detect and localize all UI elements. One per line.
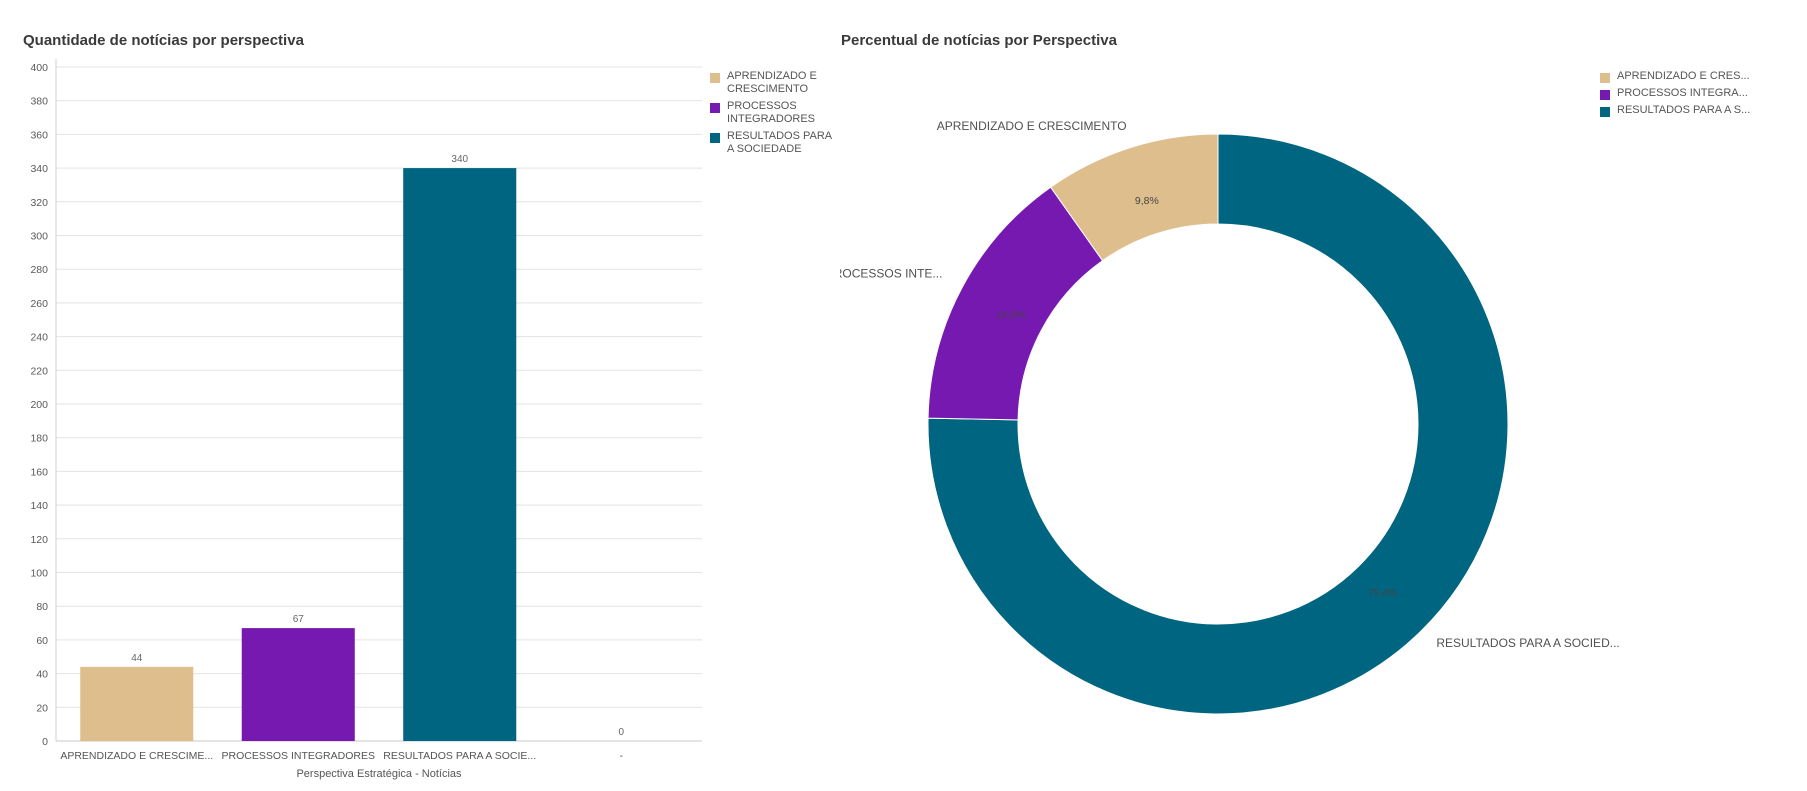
x-tick-label: RESULTADOS PARA A SOCIE... [383,750,536,762]
y-tick-label: 80 [36,601,48,613]
legend-item-processos[interactable]: PROCESSOS INTEGRA... [1600,87,1805,100]
y-tick-label: 280 [30,264,48,276]
y-tick-label: 320 [30,197,48,209]
x-tick-label: APRENDIZADO E CRESCIME... [60,750,213,762]
y-tick-label: 260 [30,298,48,310]
legend-item-processos[interactable]: PROCESSOS INTEGRADORES [710,100,835,126]
y-tick-label: 200 [30,399,48,411]
y-tick-label: 140 [30,500,48,512]
bar-chart-legend: APRENDIZADO E CRESCIMENTO PROCESSOS INTE… [710,70,835,160]
x-tick-label: - [620,750,624,762]
y-tick-label: 100 [30,568,48,580]
y-tick-label: 300 [30,231,48,243]
donut-chart-legend: APRENDIZADO E CRES... PROCESSOS INTEGRA.… [1600,70,1805,121]
x-axis-title: Perspectiva Estratégica - Notícias [296,768,462,780]
legend-label: APRENDIZADO E CRES... [1617,70,1750,82]
y-tick-label: 60 [36,635,48,647]
slice-category-label: RESULTADOS PARA A SOCIED... [1436,636,1619,650]
y-tick-label: 400 [30,62,48,74]
y-tick-label: 160 [30,466,48,478]
donut-chart: 75,4% 14,9% 9,8% APRENDIZADO E CRESCIMENTO P… [840,119,1620,715]
y-tick-label: 180 [30,433,48,445]
legend-item-resultados[interactable]: RESULTADOS PARA A SOCIEDADE [710,130,835,156]
slice-category-label: APRENDIZADO E CRESCIMENTO [937,119,1127,133]
legend-label: RESULTADOS PARA A S... [1617,104,1751,116]
donut-slice [1049,133,1219,262]
slice-percent-label: 75,4% [1368,587,1398,599]
legend-label: PROCESSOS INTEGRA... [1617,87,1748,99]
legend-item-aprendizado[interactable]: APRENDIZADO E CRES... [1600,70,1805,83]
legend-swatch [710,103,720,113]
y-tick-label: 340 [30,163,48,175]
legend-label: PROCESSOS INTEGRADORES [727,100,816,125]
slice-percent-label: 9,8% [1135,195,1159,207]
slice-category-label: PROCESSOS INTE... [840,267,942,281]
donut-chart-title: Percentual de notícias por Perspectiva [841,32,1117,49]
bar [241,628,355,741]
x-tick-label: PROCESSOS INTEGRADORES [222,750,375,762]
legend-label: RESULTADOS PARA A SOCIEDADE [727,130,832,155]
y-tick-label: 380 [30,96,48,108]
bar-value-label: 67 [293,614,305,625]
donut-chart-panel: Percentual de notícias por Perspectiva 7… [840,0,1807,791]
bar-chart: 0 20 40 60 80 100 120 140 160 180 200 220 240 260 280 3… [30,59,702,780]
bar [80,666,194,741]
legend-swatch [1600,107,1610,117]
bar-value-label: 340 [451,154,468,165]
legend-swatch [1600,90,1610,100]
y-tick-label: 40 [36,669,48,681]
y-tick-label: 360 [30,129,48,141]
y-tick-label: 20 [36,702,48,714]
legend-swatch [710,73,720,83]
legend-swatch [1600,73,1610,83]
slice-percent-label: 14,9% [996,309,1026,321]
legend-item-aprendizado[interactable]: APRENDIZADO E CRESCIMENTO [710,70,835,96]
y-tick-label: 0 [42,736,48,748]
legend-label: APRENDIZADO E CRESCIMENTO [727,70,817,95]
bar-value-label: 44 [131,653,143,664]
donut-slice [927,133,1509,715]
bar-chart-title: Quantidade de notícias por perspectiva [23,32,304,49]
legend-swatch [710,133,720,143]
bar-value-label: 0 [618,727,624,738]
bar [403,168,517,742]
y-tick-label: 220 [30,365,48,377]
y-tick-label: 120 [30,534,48,546]
legend-item-resultados[interactable]: RESULTADOS PARA A S... [1600,104,1805,117]
y-tick-label: 240 [30,332,48,344]
bar-chart-panel: Quantidade de notícias por perspectiva 0… [0,0,840,791]
